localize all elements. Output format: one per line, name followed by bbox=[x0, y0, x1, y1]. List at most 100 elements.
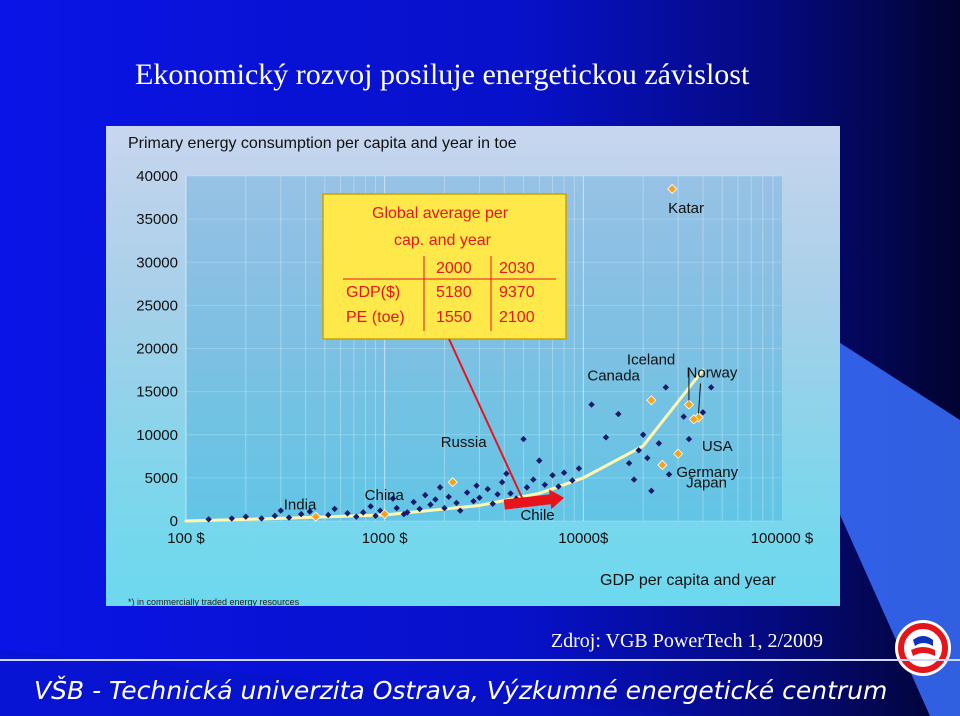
country-point bbox=[325, 511, 332, 519]
x-tick-label: 10000$ bbox=[558, 530, 609, 547]
country-point bbox=[441, 504, 448, 512]
point-label: Iceland bbox=[627, 352, 675, 369]
chart-title: Primary energy consumption per capita an… bbox=[128, 135, 517, 152]
x-tick-label: 100000 $ bbox=[751, 530, 814, 547]
country-point bbox=[473, 482, 480, 489]
country-point bbox=[635, 447, 642, 454]
country-point bbox=[445, 493, 452, 501]
country-point bbox=[494, 491, 501, 498]
inset-row-gdp-2000: 5180 bbox=[436, 284, 472, 301]
growth-arrow bbox=[503, 489, 565, 510]
highlighted-point bbox=[683, 399, 694, 410]
point-label: Norway bbox=[687, 365, 738, 382]
country-point bbox=[541, 481, 549, 488]
point-label: Russia bbox=[441, 434, 488, 451]
highlighted-point bbox=[673, 448, 684, 459]
country-point bbox=[484, 485, 491, 493]
country-point bbox=[205, 516, 212, 523]
inset-row-pe-label: PE (toe) bbox=[346, 309, 405, 326]
y-tick-label: 25000 bbox=[136, 297, 178, 314]
point-label: Canada bbox=[587, 367, 640, 384]
highlighted-point bbox=[667, 183, 678, 195]
country-point bbox=[360, 509, 367, 516]
country-point bbox=[470, 497, 477, 505]
country-point bbox=[685, 435, 693, 443]
point-label: China bbox=[365, 487, 405, 504]
country-point bbox=[549, 472, 556, 479]
country-point bbox=[258, 515, 265, 522]
y-tick-label: 15000 bbox=[136, 384, 178, 401]
footer-text: VŠB - Technická univerzita Ostrava, Výzk… bbox=[34, 676, 888, 705]
y-tick-label: 0 bbox=[170, 513, 178, 530]
country-point bbox=[615, 410, 622, 418]
country-point bbox=[662, 384, 669, 391]
inset-row-pe-2000: 1550 bbox=[436, 309, 472, 326]
country-point bbox=[416, 505, 423, 513]
y-tick-label: 40000 bbox=[136, 168, 178, 185]
highlighted-point bbox=[646, 395, 657, 406]
country-point bbox=[560, 469, 568, 476]
country-point bbox=[520, 435, 527, 443]
y-tick-label: 5000 bbox=[145, 470, 178, 487]
country-point bbox=[699, 409, 707, 416]
point-label: Germany bbox=[676, 464, 738, 481]
y-tick-label: 35000 bbox=[136, 211, 178, 228]
country-point bbox=[331, 505, 338, 513]
country-point bbox=[503, 470, 510, 477]
country-point bbox=[655, 440, 663, 447]
x-tick-label: 100 $ bbox=[167, 530, 205, 547]
inset-row-gdp-2030: 9370 bbox=[499, 284, 535, 301]
country-point bbox=[498, 478, 506, 486]
data-points-layer bbox=[205, 183, 715, 523]
chart-panel: Primary energy consumption per capita an… bbox=[106, 126, 840, 606]
country-point bbox=[536, 457, 543, 464]
country-point bbox=[306, 508, 314, 515]
source-citation: Zdroj: VGB PowerTech 1, 2/2009 bbox=[550, 630, 823, 652]
axis-layer: 0 5000 10000 15000 20000 25000 30000 35000 40000… bbox=[136, 168, 814, 547]
country-point bbox=[410, 498, 417, 506]
country-point bbox=[422, 491, 429, 499]
country-point bbox=[680, 413, 687, 420]
country-point bbox=[393, 504, 400, 512]
inset-col-2000: 2000 bbox=[436, 260, 472, 277]
country-point bbox=[353, 513, 360, 520]
highlighted-point bbox=[688, 414, 699, 425]
country-point bbox=[453, 499, 460, 507]
country-point bbox=[644, 454, 651, 462]
vsb-logo-icon bbox=[895, 620, 951, 676]
country-point bbox=[625, 460, 633, 467]
point-label: USA bbox=[702, 438, 733, 455]
inset-heading-2: cap. and year bbox=[394, 232, 492, 249]
country-point bbox=[507, 490, 514, 497]
chart-svg: Primary energy consumption per capita an… bbox=[128, 135, 814, 606]
slide-title: Ekonomický rozvoj posiluje energetickou … bbox=[135, 58, 750, 91]
y-tick-label: 10000 bbox=[136, 427, 178, 444]
country-point bbox=[427, 501, 434, 508]
point-label: Chile bbox=[520, 507, 554, 524]
country-point bbox=[707, 384, 715, 391]
footer-divider bbox=[0, 659, 960, 661]
country-point bbox=[602, 434, 610, 441]
point-label: Japan bbox=[686, 475, 727, 492]
callout-line bbox=[448, 338, 526, 504]
country-point bbox=[665, 471, 673, 478]
country-point bbox=[436, 484, 444, 491]
chart-footnote: *) in commercially traded energy resourc… bbox=[128, 597, 300, 606]
point-label: Katar bbox=[668, 200, 704, 217]
inset-row-pe-2030: 2100 bbox=[499, 309, 535, 326]
inset-row-gdp-label: GDP($) bbox=[346, 284, 400, 301]
highlighted-point bbox=[657, 459, 668, 471]
country-point bbox=[432, 496, 439, 503]
y-tick-label: 20000 bbox=[136, 341, 178, 358]
inset-col-2030: 2030 bbox=[499, 260, 535, 277]
country-point bbox=[404, 509, 411, 516]
y-tick-label: 30000 bbox=[136, 254, 178, 271]
inset-heading-1: Global average per bbox=[372, 205, 509, 222]
country-point bbox=[367, 503, 374, 510]
inset-table: Global average per cap. and year 2000 20… bbox=[322, 193, 567, 340]
country-point bbox=[228, 515, 235, 522]
highlighted-point bbox=[447, 477, 458, 488]
highlighted-point bbox=[379, 509, 390, 520]
x-axis-label: GDP per capita and year bbox=[600, 572, 776, 589]
